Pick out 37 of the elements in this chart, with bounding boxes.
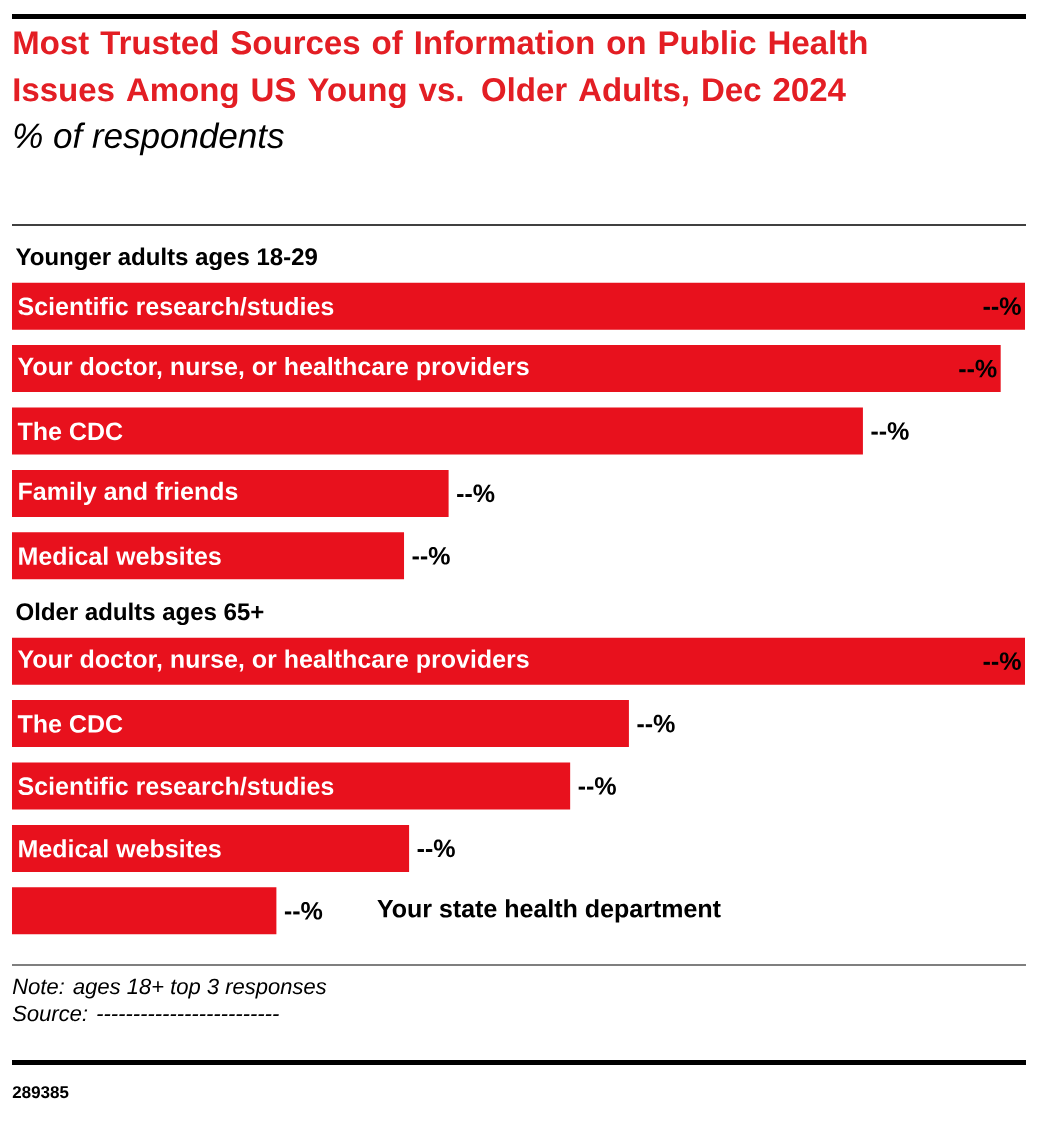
annotation: --% [983,652,1021,670]
annotation: --% [412,547,450,565]
text: 289385 [12,1086,69,1099]
annotation: --% [637,714,675,733]
annotation: --% [578,777,616,795]
bar [12,887,277,935]
y-tick-label: The CDC [17,421,123,441]
y-tick-label: Medical websites [19,839,221,858]
y-tick-label: Your doctor, nurse, or healthcare providers [17,649,529,673]
annotation: --% [417,839,455,858]
bar [12,282,1025,330]
annotation: --% [983,297,1021,315]
y-tick-label: Scientific research/studies [18,776,334,796]
bar [12,762,571,810]
bar [12,345,1001,393]
annotation: --% [457,484,495,503]
source-note: Source: ------------------------- [12,1005,279,1022]
y-tick-label: Your state health department [377,899,721,923]
bar [12,824,410,872]
y-tick-label: Family and friends [19,481,238,506]
text: Note: ages 18+ top 3 responses [12,978,327,999]
chart-subtitle: % of respondents [14,122,284,156]
annotation: --% [871,422,909,440]
bar [12,532,405,580]
y-axis-title: Older adults ages 65+ [16,602,264,626]
bar [12,637,1025,685]
y-tick-label: Medical websites [19,546,221,565]
bar [12,700,629,748]
y-tick-label: The CDC [17,714,123,733]
annotation: --% [284,902,323,920]
bar [12,469,449,517]
y-axis-title: Younger adults ages 18-29 [15,247,317,271]
annotation: --% [959,359,997,378]
bar [12,407,863,455]
chart-title: Most Trusted Sources of Information on Public Health Issues Among US Young vs. Older Adults, Dec 2024 [14,30,867,109]
y-tick-label: Scientific research/studies [18,296,334,316]
y-tick-label: Your doctor, nurse, or healthcare providers [17,356,529,381]
